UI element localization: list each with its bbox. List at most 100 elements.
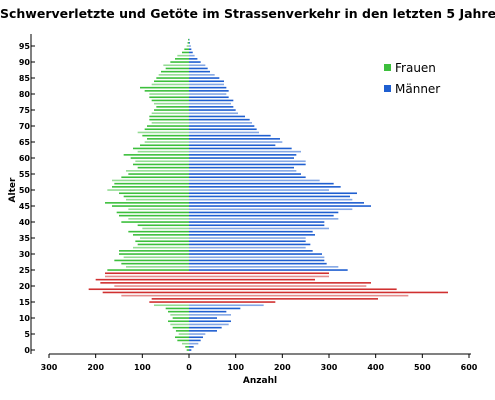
bar-maenner-age-61 [189,154,297,156]
bar-frauen-age-53 [112,179,189,182]
bar-frauen-age-66 [147,138,189,140]
bar-frauen-age-72 [149,118,189,121]
bar-frauen-age-22 [95,278,189,281]
bar-maenner-age-58 [189,163,306,166]
bar-maenner-age-59 [189,160,306,163]
bar-maenner-age-9 [189,320,231,323]
bar-frauen-age-28 [114,259,189,262]
bar-maenner-age-74 [189,112,238,115]
x-tick-label: 300 [321,363,338,372]
bar-frauen-age-36 [133,234,189,236]
bar-maenner-age-94 [189,48,192,51]
bar-maenner-age-18 [189,291,448,294]
bar-frauen-age-59 [135,160,189,163]
bar-maenner-age-67 [189,134,271,137]
bar-maenner-age-57 [189,166,294,169]
bar-frauen-age-42 [119,214,189,217]
bar-frauen-age-90 [170,61,189,63]
bar-maenner-age-78 [189,99,234,102]
bar-maenner-age-64 [189,144,276,147]
bar-maenner-age-89 [189,64,206,67]
bar-frauen-age-50 [107,189,189,191]
y-tick-labels: 0 5 10 15 20 25 30 35 40 45 50 55 60 65 70 75 80 85 90 95 [19,42,35,355]
bar-maenner-age-20 [189,285,367,287]
bar-maenner-age-6 [189,330,217,332]
y-tick-label: 25 [19,266,31,275]
bar-frauen-age-37 [128,230,189,233]
bar-frauen-age-62 [137,150,189,153]
legend-label-maenner: Männer [395,82,440,96]
bar-frauen-age-4 [175,336,189,339]
y-tick-label: 40 [19,218,31,227]
bar-maenner-age-96 [189,42,190,44]
bar-frauen-age-46 [105,202,189,204]
y-tick-label: 85 [19,74,31,83]
bar-frauen-age-33 [137,243,189,246]
legend: Frauen Männer [384,61,440,96]
y-tick-label: 65 [19,138,31,147]
bar-frauen-age-15 [149,301,189,303]
bar-frauen-age-76 [156,106,189,108]
bar-maenner-age-84 [189,80,224,83]
bar-maenner-age-21 [189,282,371,284]
bar-maenner-age-8 [189,323,229,326]
bar-maenner-age-49 [189,192,357,195]
bar-frauen-age-57 [137,166,189,169]
bar-frauen-age-51 [112,186,189,188]
bar-maenner-age-3 [189,339,201,342]
bar-maenner-age-82 [189,86,227,89]
bar-frauen-age-9 [168,320,189,323]
bar-maenner-age-60 [189,157,294,159]
bar-frauen-age-25 [107,269,189,271]
bar-frauen-age-67 [142,134,189,137]
y-tick-label: 35 [19,234,31,243]
bar-frauen-age-44 [128,208,189,211]
bar-frauen-age-8 [170,323,189,326]
bar-frauen-age-48 [123,195,189,198]
bar-maenner-age-25 [189,269,348,271]
bar-maenner-age-79 [189,96,229,99]
y-tick-label: 20 [19,282,31,291]
bar-frauen-age-74 [151,112,189,115]
y-tick-label: 50 [19,186,31,195]
bar-frauen-age-65 [144,141,189,143]
bar-maenner-age-41 [189,218,339,220]
bar-frauen-age-32 [133,246,189,249]
bar-frauen-age-58 [133,163,189,166]
y-tick-label: 0 [24,346,30,355]
bar-maenner-age-81 [189,90,229,92]
x-tick-labels: 300 200 100 0 100 200 300 400 500 600 [41,354,478,372]
bar-frauen-age-71 [151,122,189,124]
bar-frauen-age-39 [137,224,189,227]
axes-layer [30,34,471,355]
bar-frauen-age-45 [112,205,189,207]
bar-maenner-age-56 [189,170,297,172]
bar-frauen-age-63 [133,147,189,150]
bar-frauen-age-21 [100,282,189,284]
bar-maenner-age-88 [189,67,208,70]
y-tick-label: 95 [19,42,31,51]
bar-frauen-age-69 [144,128,189,131]
bar-frauen-age-85 [156,77,189,79]
bar-maenner-age-62 [189,150,301,153]
bar-frauen-age-56 [126,170,189,172]
bar-frauen-age-70 [147,125,189,127]
bar-frauen-age-30 [119,253,189,255]
bar-maenner-age-83 [189,83,224,86]
y-tick-label: 90 [19,58,31,67]
bar-maenner-age-77 [189,102,231,105]
bar-maenner-age-86 [189,74,215,76]
bar-frauen-age-81 [144,90,189,92]
bar-maenner-age-17 [189,294,409,297]
bar-maenner-age-32 [189,246,306,249]
y-tick-label: 5 [24,330,30,339]
bar-frauen-age-79 [149,96,189,99]
bar-maenner-age-91 [189,58,198,60]
bar-frauen-age-10 [172,317,189,319]
bar-frauen-age-17 [121,294,189,297]
bar-frauen-age-96 [187,42,189,44]
bar-maenner-age-29 [189,256,325,259]
bar-maenner-age-90 [189,61,201,63]
y-tick-label: 75 [19,106,31,115]
